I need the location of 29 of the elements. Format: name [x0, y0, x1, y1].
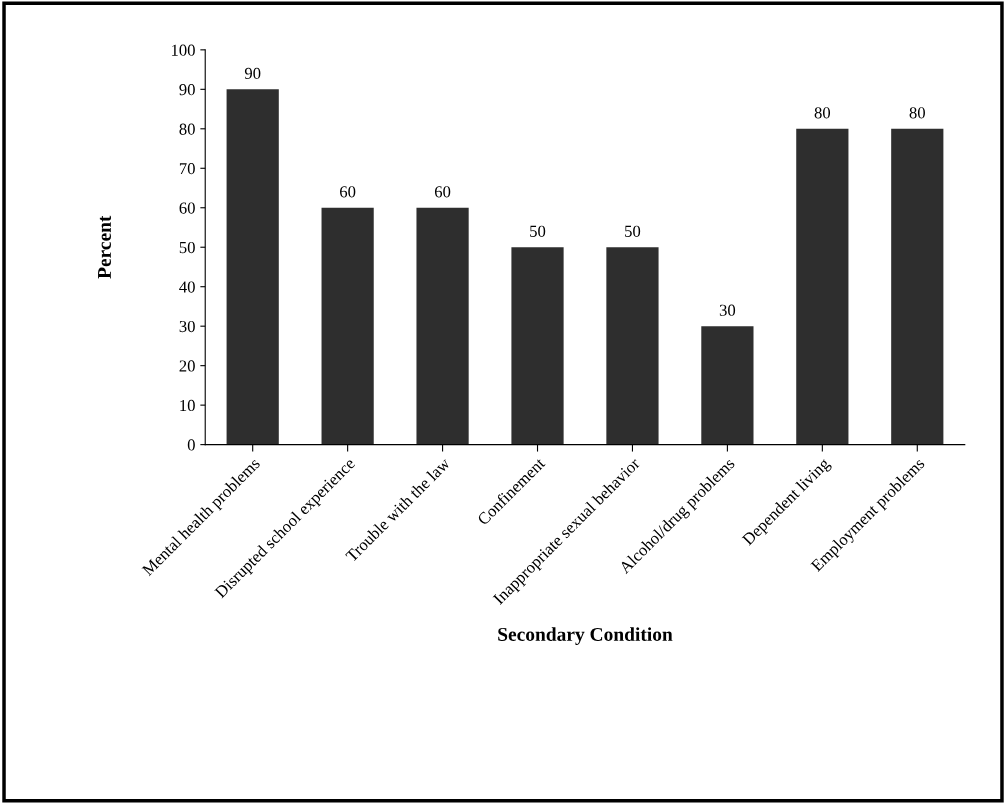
data-label: 50: [625, 225, 641, 237]
bar: [796, 128, 849, 445]
bar: [511, 247, 564, 445]
y-tick-label: 100: [171, 44, 195, 56]
bar: [321, 207, 374, 445]
y-tick-label: 80: [179, 123, 195, 135]
bar: [226, 89, 279, 445]
data-label: 60: [340, 186, 356, 198]
y-tick-label: 10: [180, 399, 195, 412]
y-tick-label: 70: [179, 162, 195, 175]
x-axis-title: Secondary Condition: [498, 627, 673, 645]
y-tick-label: 90: [179, 84, 195, 96]
y-tick-label: 20: [179, 360, 195, 372]
data-label: 30: [719, 304, 736, 316]
y-tick-label: 0: [187, 439, 195, 451]
y-tick-label: 60: [179, 202, 195, 214]
data-label: 50: [530, 225, 546, 237]
data-label: 80: [814, 107, 831, 119]
data-label: 60: [434, 186, 451, 198]
bar: [606, 247, 659, 445]
bar: [701, 326, 754, 445]
bar: [891, 128, 944, 445]
y-axis-title: Percent: [98, 215, 111, 279]
data-label: 90: [244, 67, 261, 79]
y-tick-label: 40: [179, 281, 195, 293]
data-label: 80: [909, 107, 925, 119]
bar: [416, 207, 469, 445]
y-tick-label: 50: [179, 241, 195, 254]
y-tick-label: 30: [179, 320, 195, 333]
